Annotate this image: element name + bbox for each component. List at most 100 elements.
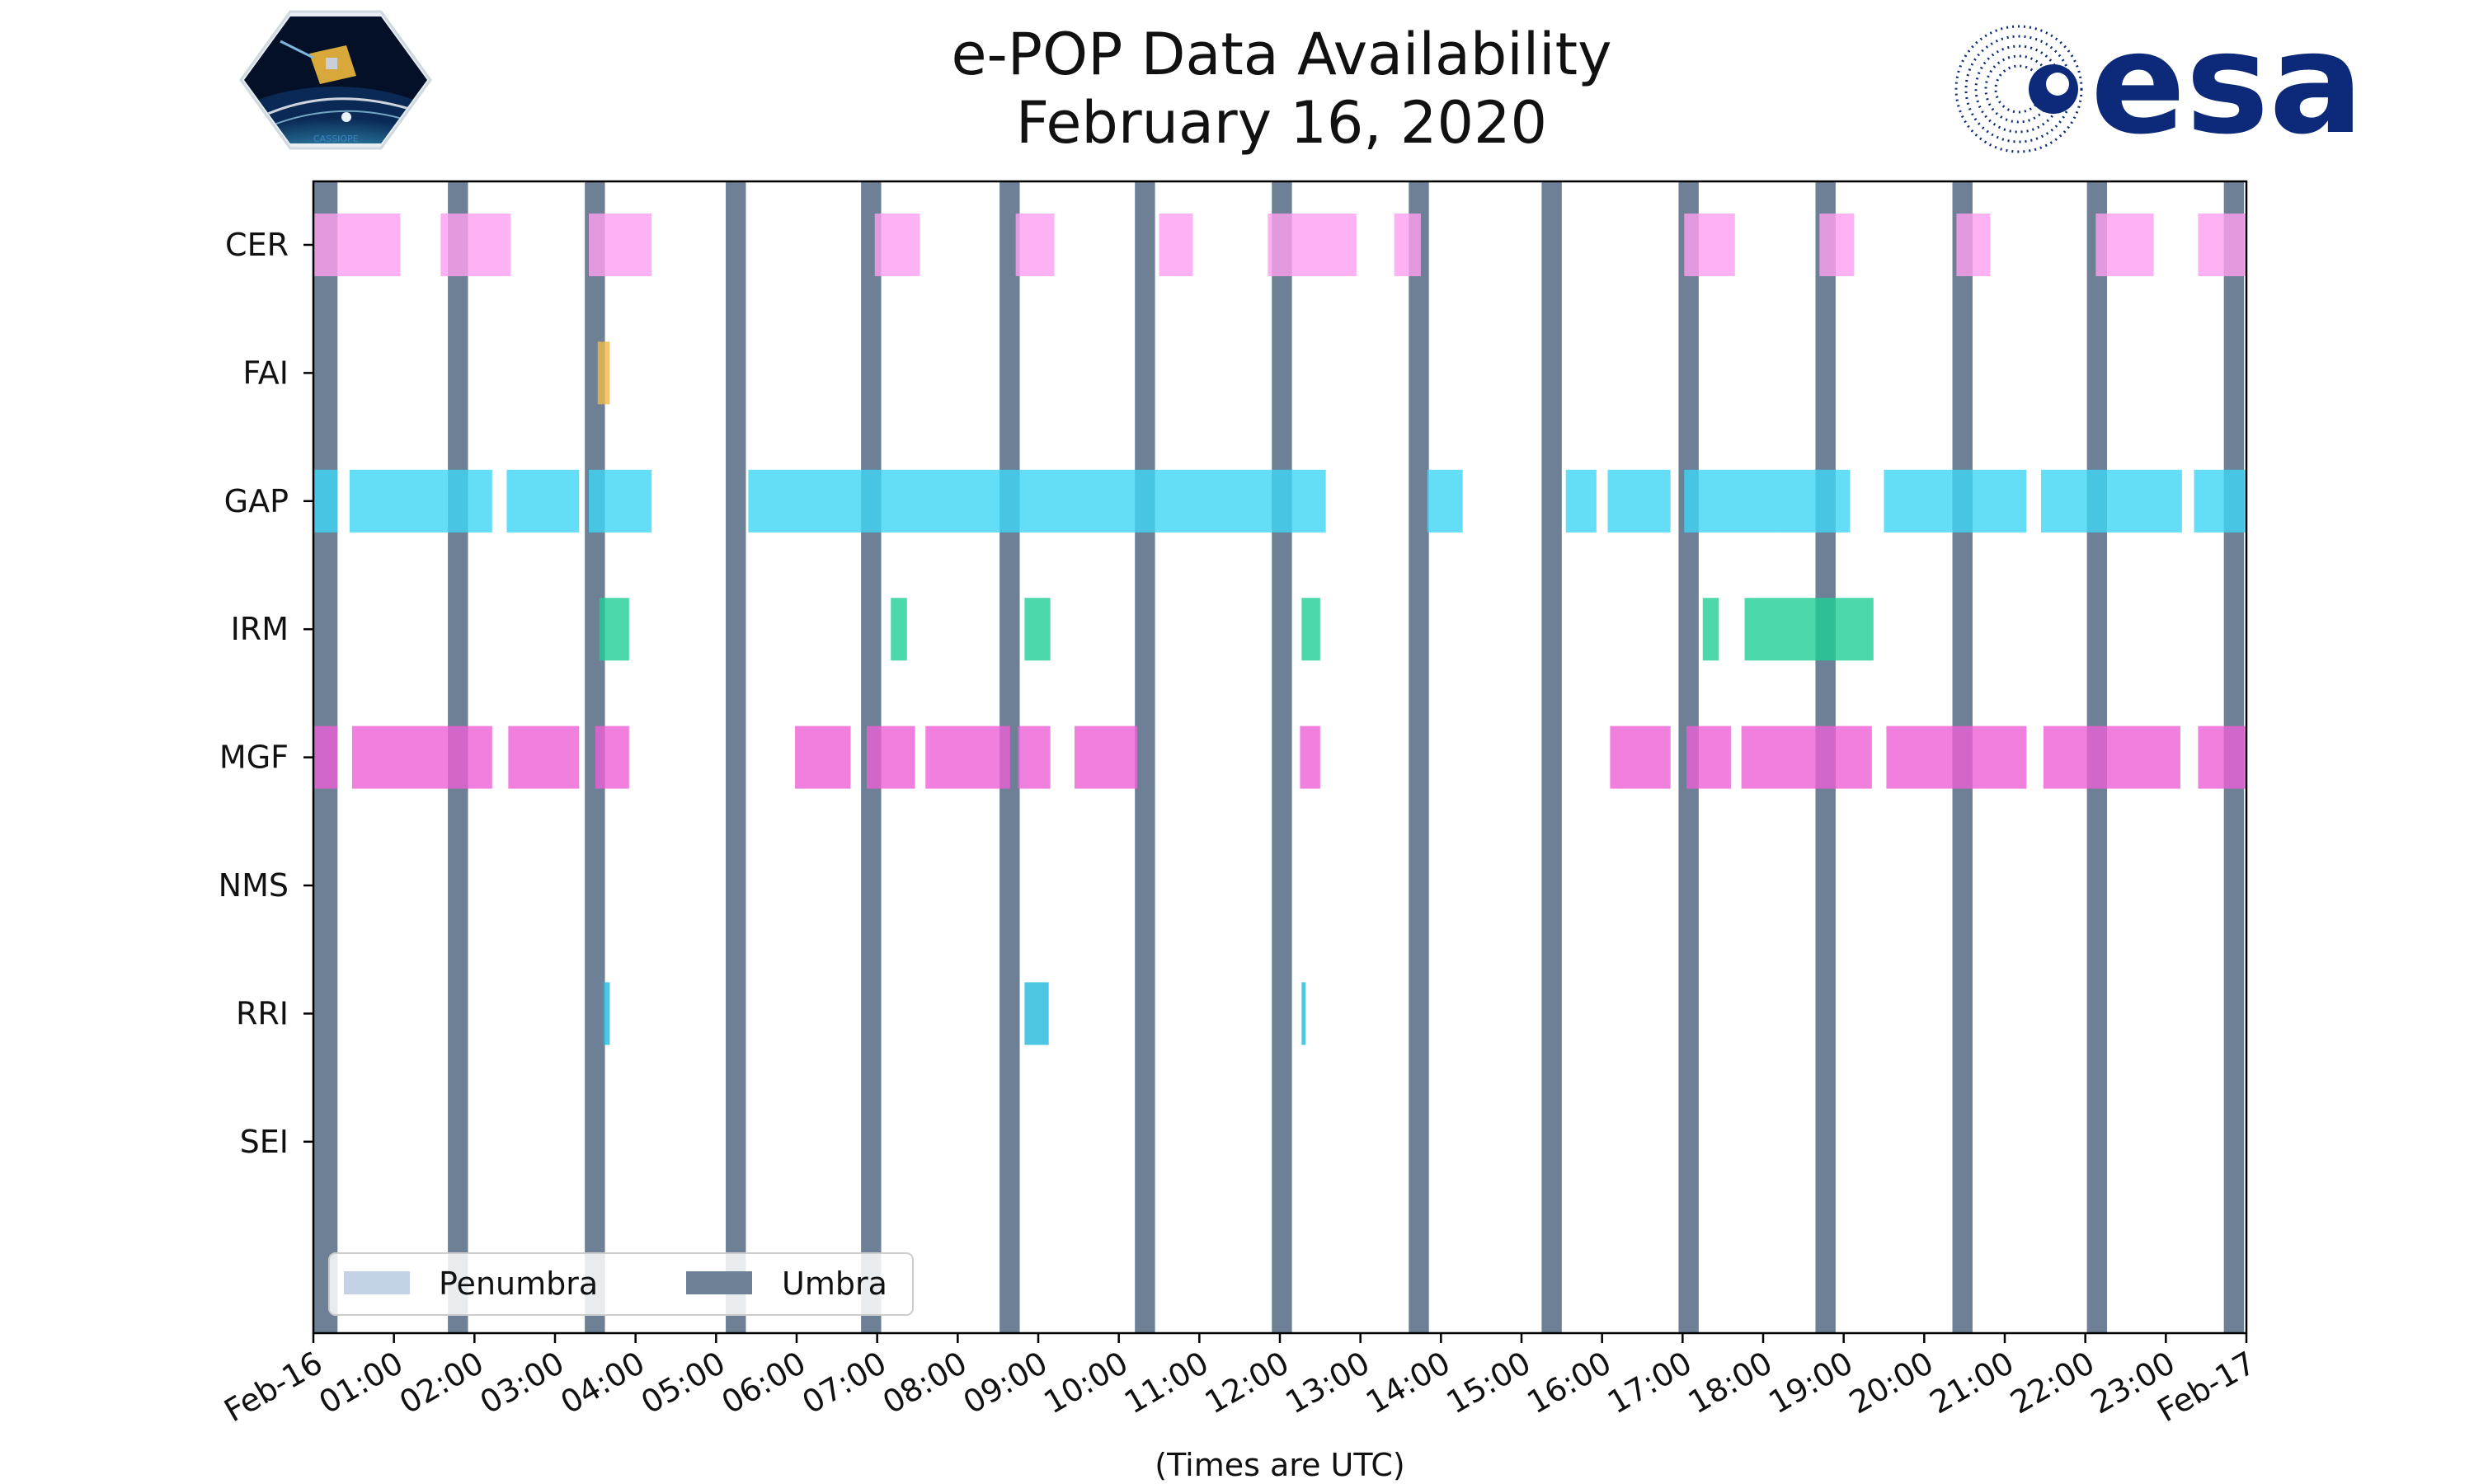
x-tick-label-11: 11:00 — [1118, 1345, 1215, 1421]
bar-cer-2 — [589, 214, 652, 276]
legend-label-penumbra: Penumbra — [439, 1266, 598, 1302]
bar-gap-12 — [2194, 469, 2246, 533]
x-tick-label-1: 01:00 — [313, 1345, 409, 1421]
bar-mgf-9 — [1300, 726, 1320, 789]
bar-gap-9 — [1779, 469, 1851, 533]
x-tick-label-2: 02:00 — [393, 1345, 490, 1421]
bar-gap-6 — [1565, 469, 1597, 533]
bar-rri-2 — [1301, 982, 1306, 1045]
x-axis-label: (Times are UTC) — [1155, 1447, 1404, 1483]
bar-fai-0 — [597, 341, 610, 405]
bar-mgf-6 — [925, 726, 1010, 789]
umbra-band-8 — [1409, 181, 1429, 1333]
x-tick-label-19: 19:00 — [1762, 1345, 1859, 1421]
bar-mgf-3 — [595, 726, 629, 789]
bar-mgf-4 — [795, 726, 851, 789]
esa-wordmark: esa — [2091, 2, 2363, 166]
cassiope-caption: CASSIOPE — [313, 134, 359, 144]
umbra-band-9 — [1541, 181, 1562, 1333]
legend-swatch-penumbra — [344, 1271, 410, 1294]
bar-cer-9 — [1819, 214, 1855, 276]
bar-gap-0 — [313, 469, 338, 533]
esa-swirl-icon — [1954, 25, 2083, 153]
y-tick-label-irm: IRM — [231, 611, 289, 647]
bar-gap-2 — [506, 469, 580, 533]
y-tick-label-cer: CER — [225, 227, 289, 263]
bar-gap-3 — [589, 469, 652, 533]
bar-cer-4 — [1015, 214, 1055, 276]
x-tick-label-4: 04:00 — [554, 1345, 651, 1421]
x-tick-label-6: 06:00 — [716, 1345, 812, 1421]
bar-cer-10 — [1956, 214, 1991, 276]
umbra-band-7 — [1272, 181, 1292, 1333]
x-tick-label-15: 15:00 — [1441, 1345, 1537, 1421]
bar-gap-1 — [349, 469, 492, 533]
legend: Penumbra Umbra — [328, 1252, 914, 1316]
umbra-band-3 — [726, 181, 746, 1333]
chart-title-line-2: February 16, 2020 — [1016, 89, 1547, 157]
x-tick-label-3: 03:00 — [474, 1345, 571, 1421]
bar-gap-10 — [1884, 469, 2027, 533]
y-tick-label-sei: SEI — [240, 1124, 289, 1160]
bar-irm-3 — [1301, 598, 1320, 661]
x-tick-label-17: 17:00 — [1602, 1345, 1698, 1421]
legend-label-umbra: Umbra — [782, 1266, 887, 1302]
x-tick-label-7: 07:00 — [796, 1345, 892, 1421]
bar-mgf-5 — [866, 726, 915, 789]
bar-mgf-10 — [1610, 726, 1671, 789]
bar-gap-8 — [1684, 469, 1780, 533]
bar-mgf-13 — [1886, 726, 2027, 789]
bar-rri-0 — [603, 982, 610, 1045]
x-tick-label-12: 12:00 — [1199, 1345, 1296, 1421]
bar-cer-3 — [874, 214, 920, 276]
y-tick-label-fai: FAI — [242, 355, 289, 391]
x-tick-label-20: 20:00 — [1843, 1345, 1940, 1421]
bar-mgf-2 — [508, 726, 580, 789]
y-tick-label-nms: NMS — [219, 867, 289, 904]
x-tick-label-8: 08:00 — [877, 1345, 973, 1421]
bar-mgf-7 — [1018, 726, 1051, 789]
umbra-band-6 — [1135, 181, 1155, 1333]
x-tick-label-22: 22:00 — [2004, 1345, 2100, 1421]
x-tick-label-18: 18:00 — [1682, 1345, 1779, 1421]
x-tick-label-0: Feb-16 — [218, 1345, 328, 1430]
bar-rri-1 — [1024, 982, 1049, 1045]
chart-title-line-1: e-POP Data Availability — [951, 21, 1611, 88]
x-tick-label-16: 16:00 — [1521, 1345, 1617, 1421]
y-tick-label-gap: GAP — [224, 483, 289, 519]
bar-mgf-8 — [1074, 726, 1138, 789]
bar-cer-7 — [1394, 214, 1421, 276]
bar-irm-0 — [599, 598, 629, 661]
bar-cer-6 — [1268, 214, 1357, 276]
legend-swatch-umbra — [686, 1271, 752, 1294]
bar-cer-11 — [2095, 214, 2154, 276]
bar-irm-4 — [1702, 598, 1719, 661]
x-tick-label-13: 13:00 — [1279, 1345, 1376, 1421]
bar-mgf-0 — [313, 726, 338, 789]
x-tick-label-5: 05:00 — [635, 1345, 731, 1421]
bar-gap-4 — [748, 469, 1326, 533]
bar-mgf-11 — [1686, 726, 1731, 789]
x-tick-label-9: 09:00 — [957, 1345, 1054, 1421]
bar-cer-8 — [1684, 214, 1735, 276]
y-tick-label-rri: RRI — [236, 995, 289, 1031]
esa-logo: esa — [1954, 2, 2363, 166]
x-tick-label-10: 10:00 — [1037, 1345, 1134, 1421]
x-tick-label-21: 21:00 — [1924, 1345, 2020, 1421]
bar-mgf-14 — [2043, 726, 2180, 789]
bar-mgf-12 — [1741, 726, 1872, 789]
bar-mgf-15 — [2198, 726, 2246, 789]
bar-gap-7 — [1607, 469, 1671, 533]
bar-gap-11 — [2040, 469, 2182, 533]
bar-irm-2 — [1024, 598, 1051, 661]
bar-cer-0 — [313, 214, 401, 276]
bars-layer — [313, 214, 2246, 1045]
bar-irm-1 — [891, 598, 907, 661]
x-tick-label-14: 14:00 — [1360, 1345, 1456, 1421]
bar-gap-5 — [1427, 469, 1463, 533]
bar-cer-1 — [440, 214, 511, 276]
y-axis: CER FAI GAP IRM MGF NMS RRI SEI — [219, 227, 313, 1160]
bar-cer-5 — [1159, 214, 1193, 276]
bar-cer-12 — [2198, 214, 2246, 276]
